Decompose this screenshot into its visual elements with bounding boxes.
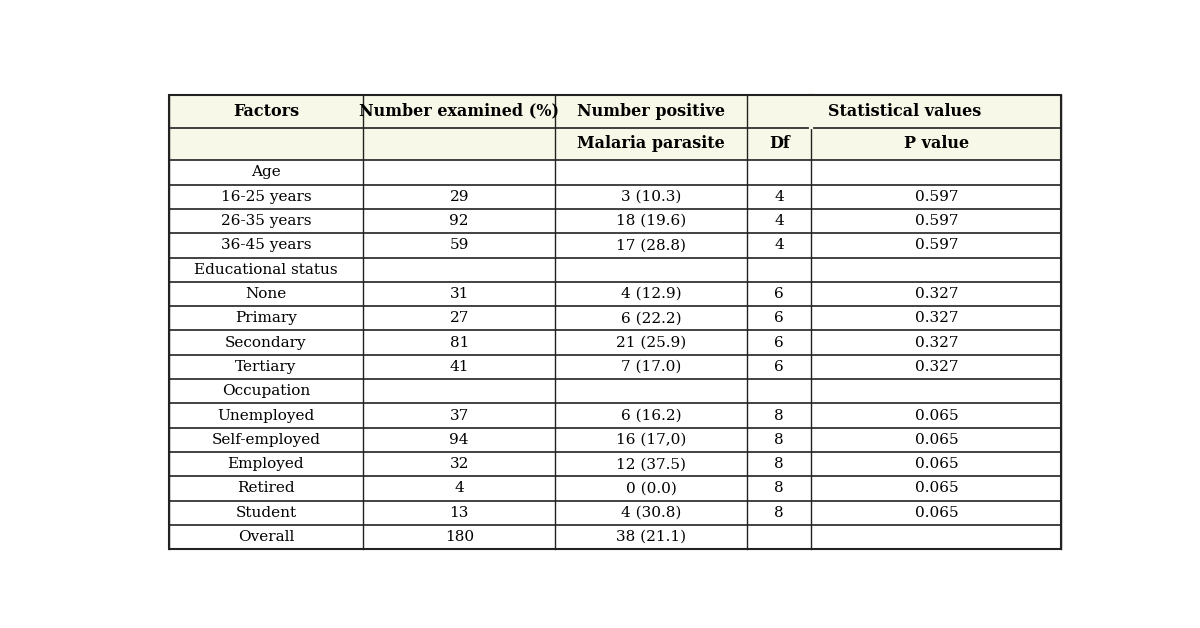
Bar [168,95,1061,127]
Text: 6: 6 [774,360,784,374]
Text: 29: 29 [450,190,469,204]
Text: Employed: Employed [228,457,305,471]
Text: 8: 8 [774,482,784,495]
Text: 4 (12.9): 4 (12.9) [620,287,682,301]
Text: 8: 8 [774,409,784,423]
Text: Number positive: Number positive [577,102,725,119]
Text: 0.065: 0.065 [914,433,959,447]
Text: 0.327: 0.327 [914,360,958,374]
Text: Secondary: Secondary [226,335,307,350]
Text: 18 (19.6): 18 (19.6) [616,214,686,228]
Text: 4: 4 [774,239,784,252]
Text: Factors: Factors [233,102,299,119]
Text: 3 (10.3): 3 (10.3) [620,190,682,204]
Text: 0.327: 0.327 [914,311,958,325]
Text: 4 (30.8): 4 (30.8) [620,506,682,520]
Text: None: None [245,287,287,301]
Text: 12 (37.5): 12 (37.5) [616,457,686,471]
Text: Overall: Overall [238,530,294,544]
Text: Statistical values: Statistical values [828,102,980,119]
Text: 16 (17,0): 16 (17,0) [616,433,686,447]
Text: 6 (16.2): 6 (16.2) [620,409,682,423]
Text: Age: Age [251,166,281,180]
Text: 0.065: 0.065 [914,457,959,471]
Text: 4: 4 [774,214,784,228]
Text: Df: Df [769,136,790,153]
Text: 81: 81 [450,335,469,350]
Text: 0.597: 0.597 [914,190,958,204]
Text: 0 (0.0): 0 (0.0) [625,482,677,495]
Text: 36-45 years: 36-45 years [221,239,311,252]
Text: P value: P value [904,136,968,153]
Text: 8: 8 [774,433,784,447]
Text: 0.597: 0.597 [914,214,958,228]
Bar [168,127,1061,160]
Text: Malaria parasite: Malaria parasite [577,136,725,153]
Text: 37: 37 [450,409,469,423]
Text: 0.065: 0.065 [914,482,959,495]
Text: 17 (28.8): 17 (28.8) [616,239,686,252]
Text: 0.065: 0.065 [914,506,959,520]
Text: 16-25 years: 16-25 years [221,190,311,204]
Text: Educational status: Educational status [194,263,337,277]
Text: Primary: Primary [235,311,296,325]
Text: 94: 94 [450,433,469,447]
Text: 8: 8 [774,457,784,471]
Text: 27: 27 [450,311,469,325]
Text: 0.597: 0.597 [914,239,958,252]
Text: 21 (25.9): 21 (25.9) [616,335,686,350]
Text: 6: 6 [774,287,784,301]
Text: Unemployed: Unemployed [217,409,314,423]
Text: 59: 59 [450,239,469,252]
Text: Number examined (%): Number examined (%) [359,102,559,119]
Text: 32: 32 [450,457,469,471]
Text: 6 (22.2): 6 (22.2) [620,311,682,325]
Text: Tertiary: Tertiary [235,360,296,374]
Text: Self-employed: Self-employed [211,433,320,447]
Text: 92: 92 [450,214,469,228]
Text: 38 (21.1): 38 (21.1) [616,530,686,544]
Text: Student: Student [235,506,296,520]
Text: 8: 8 [774,506,784,520]
Text: 31: 31 [450,287,469,301]
Text: 26-35 years: 26-35 years [221,214,311,228]
Text: 180: 180 [445,530,474,544]
Text: 0.327: 0.327 [914,335,958,350]
Text: 13: 13 [450,506,469,520]
Text: 0.327: 0.327 [914,287,958,301]
Text: 6: 6 [774,335,784,350]
Text: 4: 4 [455,482,464,495]
Text: Retired: Retired [238,482,295,495]
Text: 41: 41 [450,360,469,374]
Text: 4: 4 [774,190,784,204]
Text: 6: 6 [774,311,784,325]
Text: 7 (17.0): 7 (17.0) [620,360,682,374]
Text: 0.065: 0.065 [914,409,959,423]
Text: Occupation: Occupation [222,384,310,398]
